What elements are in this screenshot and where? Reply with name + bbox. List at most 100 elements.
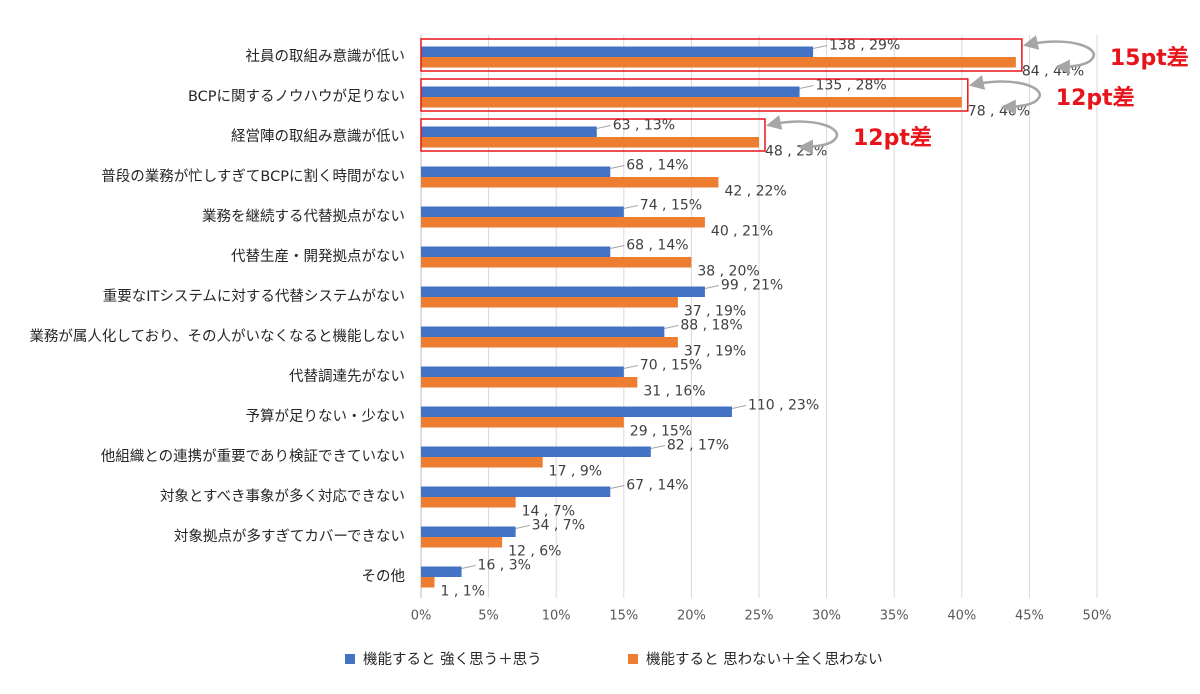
value-label: 31 , 16%	[643, 384, 705, 400]
bar	[421, 137, 759, 148]
value-label: 135 , 28%	[816, 78, 887, 94]
bar	[421, 257, 692, 268]
value-label: 40 , 21%	[711, 224, 773, 240]
value-label: 16 , 3%	[478, 558, 531, 574]
value-label: 67 , 14%	[626, 478, 688, 494]
bar	[421, 57, 1016, 68]
x-tick-label: 15%	[609, 609, 638, 624]
leader-line	[623, 205, 638, 209]
bar	[421, 566, 462, 577]
bar	[421, 457, 543, 468]
bar	[421, 206, 624, 217]
arrow	[1022, 35, 1095, 75]
bar	[421, 497, 516, 508]
bar	[421, 337, 678, 348]
value-label: 37 , 19%	[684, 304, 746, 320]
value-label: 12 , 6%	[508, 544, 561, 560]
value-label: 14 , 7%	[522, 504, 575, 520]
category-label: 普段の業務が忙しすぎてBCPに割く時間がない	[101, 168, 405, 185]
x-tick-label: 0%	[411, 609, 432, 624]
value-label: 68 , 14%	[626, 158, 688, 174]
leader-line	[623, 365, 638, 369]
category-label: BCPに関するノウハウが足りない	[188, 88, 405, 105]
value-label: 42 , 22%	[724, 184, 786, 200]
x-tick-label: 35%	[880, 609, 909, 624]
value-label: 63 , 13%	[613, 118, 675, 134]
bar	[421, 326, 665, 337]
leader-line	[610, 485, 625, 489]
bar	[421, 97, 962, 108]
highlight-box	[420, 78, 969, 112]
legend-label: 機能すると 強く思う＋思う	[363, 651, 542, 668]
x-tick-label: 40%	[947, 609, 976, 624]
bar	[421, 526, 516, 537]
x-tick-label: 50%	[1083, 609, 1112, 624]
value-label: 38 , 20%	[697, 264, 759, 280]
value-label: 34 , 7%	[532, 518, 585, 534]
category-label: その他	[362, 568, 406, 585]
bar	[421, 246, 611, 257]
bar	[421, 126, 597, 137]
value-label: 74 , 15%	[640, 198, 702, 214]
category-label: 代替調達先がない	[289, 368, 405, 385]
leader-line	[731, 405, 747, 409]
bar	[421, 446, 651, 457]
category-label: 対象とすべき事象が多く対応できない	[160, 488, 405, 505]
category-label: 業務を継続する代替拠点がない	[202, 208, 405, 225]
category-label: 経営陣の取組み意識が低い	[231, 127, 405, 145]
bar	[421, 417, 624, 428]
bar	[421, 406, 732, 417]
value-label: 99 , 21%	[721, 278, 783, 294]
category-label: 社員の取組み意識が低い	[246, 47, 406, 65]
category-label: 対象拠点が多すぎてカバーできない	[174, 528, 405, 545]
x-tick-label: 30%	[812, 609, 841, 624]
leader-line	[610, 165, 625, 169]
category-label: 予算が足りない・少ない	[246, 408, 406, 425]
x-tick-label: 25%	[745, 609, 774, 624]
value-label: 29 , 15%	[630, 424, 692, 440]
bar	[421, 177, 719, 188]
annotation: 12pt差	[1056, 85, 1135, 111]
value-label: 70 , 15%	[640, 358, 702, 374]
value-label: 17 , 9%	[549, 464, 602, 480]
value-label: 1 , 1%	[441, 584, 485, 600]
value-label: 37 , 19%	[684, 344, 746, 360]
value-label: 138 , 29%	[829, 38, 900, 54]
bar	[421, 166, 611, 177]
leader-line	[515, 525, 530, 529]
leader-line	[704, 285, 720, 289]
arrow	[968, 75, 1041, 115]
x-tick-label: 5%	[478, 609, 499, 624]
x-tick-label: 45%	[1015, 609, 1044, 624]
leader-line	[650, 445, 665, 449]
bar	[421, 577, 435, 588]
category-label: 他組織との連携が重要であり検証できていない	[101, 448, 405, 465]
bar	[421, 486, 611, 497]
leader-line	[596, 125, 611, 129]
legend-swatch	[628, 654, 638, 664]
x-tick-label: 20%	[677, 609, 706, 624]
bar	[421, 286, 705, 297]
leader-line	[461, 565, 476, 569]
leader-line	[664, 325, 679, 329]
bar	[421, 217, 705, 228]
bar	[421, 377, 638, 388]
annotation: 12pt差	[853, 125, 932, 151]
category-label: 業務が属人化しており、その人がいなくなると機能しない	[29, 328, 405, 345]
legend-label: 機能すると 思わない＋全く思わない	[646, 650, 883, 668]
category-label: 代替生産・開発拠点がない	[231, 248, 405, 265]
value-label: 110 , 23%	[748, 398, 819, 414]
bar	[421, 46, 814, 57]
leader-line	[610, 245, 625, 249]
highlight-box	[420, 118, 766, 152]
value-label: 88 , 18%	[680, 318, 742, 334]
bar	[421, 86, 800, 97]
value-label: 82 , 17%	[667, 438, 729, 454]
leader-line	[812, 45, 828, 49]
bar	[421, 297, 678, 308]
arrow	[766, 115, 839, 155]
leader-line	[799, 85, 814, 89]
bar	[421, 537, 503, 548]
value-label: 68 , 14%	[626, 238, 688, 254]
